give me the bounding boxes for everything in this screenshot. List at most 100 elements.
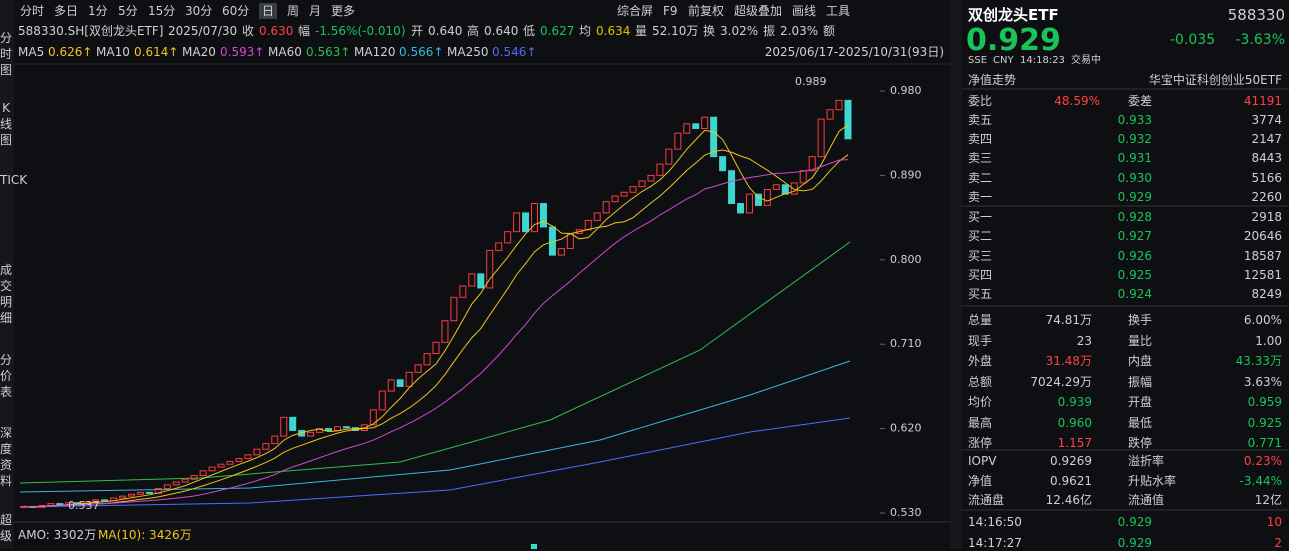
period-tab[interactable]: 日 — [259, 3, 278, 19]
label: 总量 — [968, 313, 993, 327]
candle — [826, 109, 834, 120]
info-item: 振 — [763, 24, 776, 38]
book-price: 0.931 — [1117, 151, 1152, 165]
side-tab[interactable]: 分时图 — [0, 31, 13, 77]
y-tick-label: 0.620 — [890, 422, 922, 435]
value: 23 — [1076, 333, 1092, 348]
value: 0.925 — [1247, 415, 1282, 430]
low-label: 0.537 — [68, 499, 100, 512]
book-volume: 18587 — [1243, 249, 1282, 263]
candle — [835, 99, 843, 111]
info-item: 均 — [579, 24, 592, 38]
candle — [674, 132, 682, 150]
ma-line — [23, 124, 849, 508]
candle — [468, 273, 476, 287]
info-item: 588330.SH[双创龙头ETF] — [18, 24, 164, 38]
value: 74.81万 — [1045, 313, 1092, 327]
period-tab[interactable]: 分时 — [20, 4, 45, 18]
value: 41191 — [1243, 94, 1282, 108]
info-item: 开 — [411, 24, 424, 38]
candle — [342, 426, 350, 429]
amo-label: AMO: 3302万 — [18, 528, 97, 542]
candle — [405, 371, 413, 387]
ma60-line — [19, 241, 851, 484]
side-tab[interactable]: 分价表 — [0, 353, 13, 399]
book-label: 卖三 — [968, 151, 993, 165]
candle — [763, 188, 771, 206]
candle — [163, 484, 171, 490]
nav-link[interactable]: 净值走势 — [968, 73, 1017, 87]
value: 0.960 — [1057, 415, 1092, 430]
book-label: 卖五 — [968, 113, 993, 127]
candle — [584, 219, 592, 231]
ma-legend: MA20 — [182, 45, 216, 59]
tool-button[interactable]: 工具 — [826, 4, 851, 18]
candle — [719, 156, 727, 172]
candle — [307, 431, 315, 437]
period-tab[interactable]: 多日 — [54, 4, 79, 18]
info-item: 高 — [467, 24, 480, 38]
period-tab[interactable]: 周 — [287, 4, 300, 18]
label: 流通值 — [1128, 493, 1165, 507]
label: 涨停 — [968, 436, 993, 450]
side-tab[interactable]: 深度资料 — [0, 426, 13, 488]
side-tab[interactable]: TICK — [0, 172, 27, 188]
label: 净值 — [968, 473, 993, 488]
period-tab[interactable]: 1分 — [88, 4, 108, 18]
ma-legend: 0.566↑ — [399, 45, 444, 59]
candle — [226, 460, 234, 465]
side-tab[interactable]: 成交明细 — [0, 263, 13, 325]
candle — [808, 156, 816, 172]
period-tab[interactable]: 60分 — [222, 4, 250, 18]
candle — [262, 443, 270, 450]
info-item: 52.10万 — [652, 24, 699, 38]
candle — [728, 170, 736, 205]
book-price: 0.927 — [1117, 229, 1152, 243]
value: 3.63% — [1243, 374, 1282, 389]
label: 开盘 — [1128, 395, 1153, 409]
period-tab[interactable]: 更多 — [331, 4, 356, 18]
period-tab[interactable]: 月 — [309, 4, 322, 18]
volume-bar — [531, 544, 537, 549]
candle — [638, 180, 646, 188]
value: 0.959 — [1247, 395, 1282, 409]
label: 总额 — [968, 374, 993, 389]
book-label: 卖二 — [968, 171, 993, 185]
side-tab[interactable]: K线图 — [0, 101, 13, 147]
info-item: 2.03% — [780, 24, 819, 38]
period-tab[interactable]: 15分 — [148, 4, 176, 18]
security-code: 588330 — [1227, 6, 1285, 24]
candle — [190, 474, 198, 480]
book-volume: 2918 — [1251, 210, 1282, 224]
value: 6.00% — [1243, 313, 1282, 327]
period-tab[interactable]: 30分 — [185, 4, 213, 18]
label: 量比 — [1128, 333, 1153, 348]
label: 最高 — [968, 415, 993, 430]
candle — [817, 118, 825, 158]
tool-button[interactable]: 综合屏 — [617, 4, 654, 18]
book-volume: 20646 — [1243, 229, 1282, 243]
period-tab[interactable]: 5分 — [118, 4, 138, 18]
tool-button[interactable]: 超级叠加 — [734, 4, 783, 18]
candle — [844, 99, 852, 140]
tool-button[interactable]: F9 — [663, 4, 678, 18]
amo-ma: MA(10): 3426万 — [98, 528, 192, 542]
label: 外盘 — [968, 354, 993, 368]
meta: 交易中 — [1071, 55, 1101, 66]
candle — [701, 116, 709, 130]
value: 31.48万 — [1045, 354, 1092, 368]
candle — [754, 193, 762, 206]
ma-legend: MA120 — [354, 45, 396, 59]
label: 换手 — [1128, 313, 1153, 327]
tool-button[interactable]: 前复权 — [688, 4, 725, 18]
candle — [656, 163, 664, 176]
side-tab[interactable]: 超级 — [0, 513, 13, 543]
candle — [611, 195, 619, 203]
info-item: 0.640 — [428, 24, 463, 38]
book-label: 买三 — [968, 249, 993, 263]
tool-button[interactable]: 画线 — [792, 4, 817, 18]
value: 0.23% — [1243, 454, 1282, 468]
value: 0.9621 — [1050, 473, 1092, 488]
info-item: 0.630 — [259, 24, 294, 38]
